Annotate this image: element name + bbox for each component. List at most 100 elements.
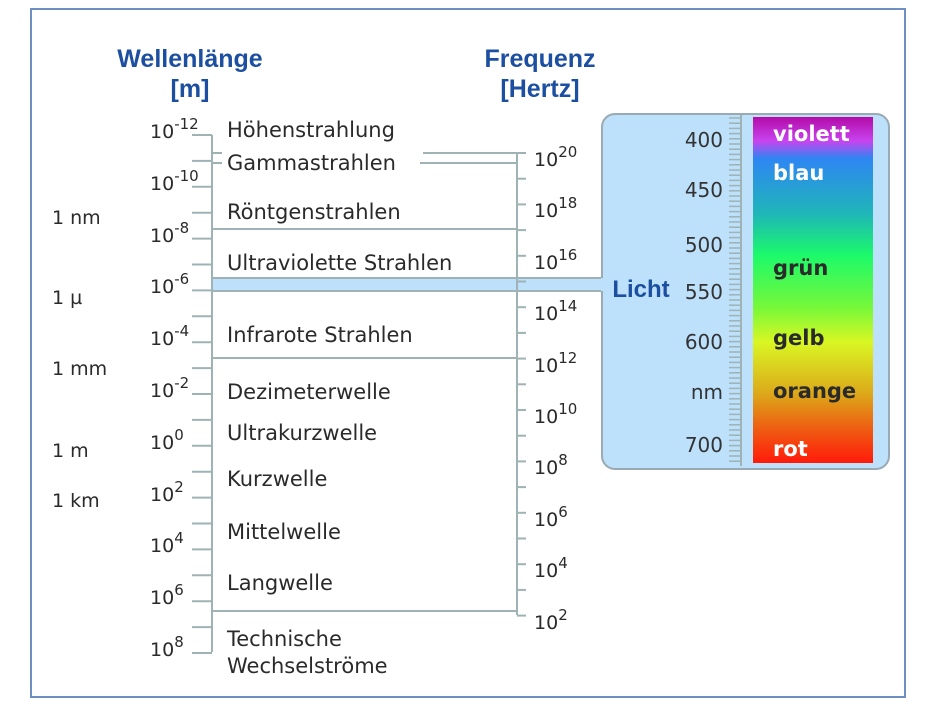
wavelength-exponent-label: 10-6 <box>150 270 189 298</box>
frequency-unit: [Hertz] <box>500 75 580 103</box>
frequency-exponent-label: 1020 <box>534 143 577 171</box>
frequency-title: Frequenz <box>484 45 596 73</box>
exponent: 8 <box>558 451 568 470</box>
visible-spectrum-bar <box>753 117 873 463</box>
exponent: 20 <box>558 143 578 161</box>
frequency-exponent-label: 1018 <box>534 194 577 222</box>
frame <box>30 8 906 698</box>
band-label: Mittelwelle <box>227 520 341 544</box>
light-scale-label: 700 <box>684 433 723 457</box>
band-label: Wechselströme <box>227 654 388 678</box>
wavelength-exponent-label: 10-4 <box>150 322 189 350</box>
unit-label: 1 nm <box>52 207 101 229</box>
exponent: 0 <box>174 425 184 444</box>
wavelength-unit: [m] <box>170 75 210 103</box>
band-label: Dezimeterwelle <box>227 380 391 404</box>
color-label-3: gelb <box>773 326 825 350</box>
color-label-4: orange <box>773 379 857 403</box>
color-label-2: grün <box>773 256 829 280</box>
exponent: -8 <box>174 218 190 237</box>
base: 10 <box>534 303 559 326</box>
exponent: -6 <box>174 270 190 289</box>
base: 10 <box>534 508 559 531</box>
exponent: 16 <box>558 245 578 264</box>
band-label: Kurzwelle <box>227 467 328 491</box>
base: 10 <box>534 611 559 634</box>
wavelength-title: Wellenlänge <box>117 45 263 73</box>
light-scale-label: 500 <box>684 233 723 257</box>
base: 10 <box>150 328 175 351</box>
frequency-exponent-label: 108 <box>534 451 568 479</box>
frequency-header: Frequenz [Hertz] <box>440 44 640 104</box>
wavelength-exponent-label: 100 <box>150 426 184 454</box>
exponent: 12 <box>558 348 578 367</box>
frequency-exponent-label: 1016 <box>534 246 577 274</box>
base: 10 <box>150 639 175 661</box>
base: 10 <box>534 354 559 377</box>
base: 10 <box>150 380 175 402</box>
wavelength-exponent-label: 104 <box>150 529 184 557</box>
light-scale-label: nm <box>690 380 723 404</box>
wavelength-exponent-label: 108 <box>150 633 184 661</box>
base: 10 <box>150 121 175 143</box>
exponent: 6 <box>558 502 568 521</box>
base: 10 <box>150 535 175 558</box>
band-label: Höhenstrahlung <box>227 118 395 142</box>
exponent: -2 <box>174 374 190 392</box>
base: 10 <box>534 560 559 583</box>
exponent: 10 <box>558 400 578 418</box>
exponent: -4 <box>174 322 190 341</box>
unit-label: 1 mm <box>52 358 108 380</box>
frequency-exponent-label: 104 <box>534 554 568 582</box>
exponent: 4 <box>558 554 568 573</box>
wavelength-exponent-label: 10-12 <box>150 115 199 143</box>
exponent: 2 <box>558 605 568 624</box>
unit-label: 1 km <box>52 490 100 512</box>
exponent: 2 <box>174 477 184 496</box>
wavelength-exponent-label: 10-8 <box>150 219 189 247</box>
band-label: Ultraviolette Strahlen <box>227 251 453 275</box>
frequency-exponent-label: 1014 <box>534 297 577 325</box>
light-scale-label: 400 <box>684 128 723 152</box>
frequency-exponent-label: 106 <box>534 503 568 531</box>
exponent: 6 <box>174 581 184 600</box>
wavelength-header: Wellenlänge [m] <box>90 44 290 104</box>
light-scale-label: 450 <box>684 178 723 202</box>
wavelength-exponent-label: 106 <box>150 581 184 609</box>
base: 10 <box>150 276 175 299</box>
light-label: Licht <box>612 276 670 303</box>
base: 10 <box>150 172 175 195</box>
frequency-exponent-label: 1012 <box>534 349 577 377</box>
color-label-0: violett <box>773 122 850 146</box>
light-band <box>212 278 607 291</box>
frequency-exponent-label: 1010 <box>534 400 577 428</box>
base: 10 <box>534 200 559 223</box>
exponent: -10 <box>174 166 199 185</box>
band-label: Ultrakurzwelle <box>227 421 378 445</box>
base: 10 <box>534 251 559 274</box>
band-label: Langwelle <box>227 571 333 595</box>
exponent: 18 <box>558 194 578 213</box>
base: 10 <box>150 224 175 247</box>
color-label-5: rot <box>773 437 808 461</box>
unit-label: 1 µ <box>52 287 83 309</box>
wavelength-exponent-label: 10-2 <box>150 374 189 402</box>
base: 10 <box>534 457 559 480</box>
base: 10 <box>534 149 559 171</box>
base: 10 <box>150 483 175 506</box>
wavelength-exponent-label: 10-10 <box>150 167 199 195</box>
exponent: 4 <box>174 529 184 548</box>
frequency-exponent-label: 102 <box>534 606 568 634</box>
light-scale-label: 600 <box>684 330 723 354</box>
base: 10 <box>534 406 559 428</box>
exponent: 8 <box>174 633 184 651</box>
band-label: Technische <box>227 627 342 651</box>
color-label-1: blau <box>773 161 825 185</box>
unit-label: 1 m <box>52 440 89 462</box>
exponent: -12 <box>174 115 199 133</box>
exponent: 14 <box>558 297 578 316</box>
base: 10 <box>150 587 175 610</box>
base: 10 <box>150 431 175 454</box>
